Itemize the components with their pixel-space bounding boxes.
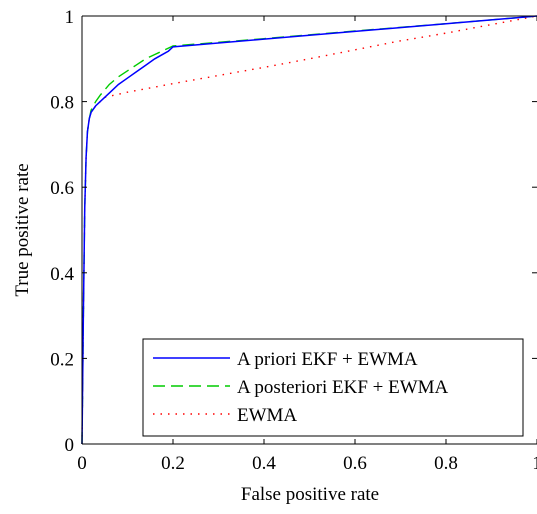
y-tick-label: 0.6 (50, 178, 74, 199)
curves-layer (81, 15, 537, 445)
series-line-0 (81, 15, 537, 445)
legend-label-1: A posteriori EKF + EWMA (237, 377, 449, 398)
y-tick-label: 0.8 (50, 93, 74, 114)
x-tick-label: 0.2 (161, 453, 185, 474)
legend-box (142, 338, 524, 437)
x-tick-label: 0 (77, 453, 87, 474)
series-line-2 (81, 15, 537, 445)
legend-label-0: A priori EKF + EWMA (237, 349, 418, 370)
x-tick-label: 0.8 (434, 453, 458, 474)
legend: A priori EKF + EWMA A posteriori EKF + EW… (142, 338, 524, 437)
x-tick-label: 1 (532, 453, 537, 474)
y-tick-label: 1 (65, 7, 75, 28)
y-tick-label: 0.2 (50, 349, 74, 370)
ticks-layer: 0 0.2 0.4 0.6 0.8 1 0 0.2 0.4 0.6 0.8 1 (50, 7, 537, 474)
x-tick-label: 0.6 (343, 453, 367, 474)
y-axis-label: True positive rate (12, 163, 33, 296)
y-tick-label: 0.4 (50, 264, 74, 285)
legend-label-2: EWMA (237, 405, 297, 426)
y-tick-label: 0 (65, 435, 75, 456)
x-axis-label: False positive rate (241, 484, 379, 505)
x-tick-label: 0.4 (252, 453, 276, 474)
